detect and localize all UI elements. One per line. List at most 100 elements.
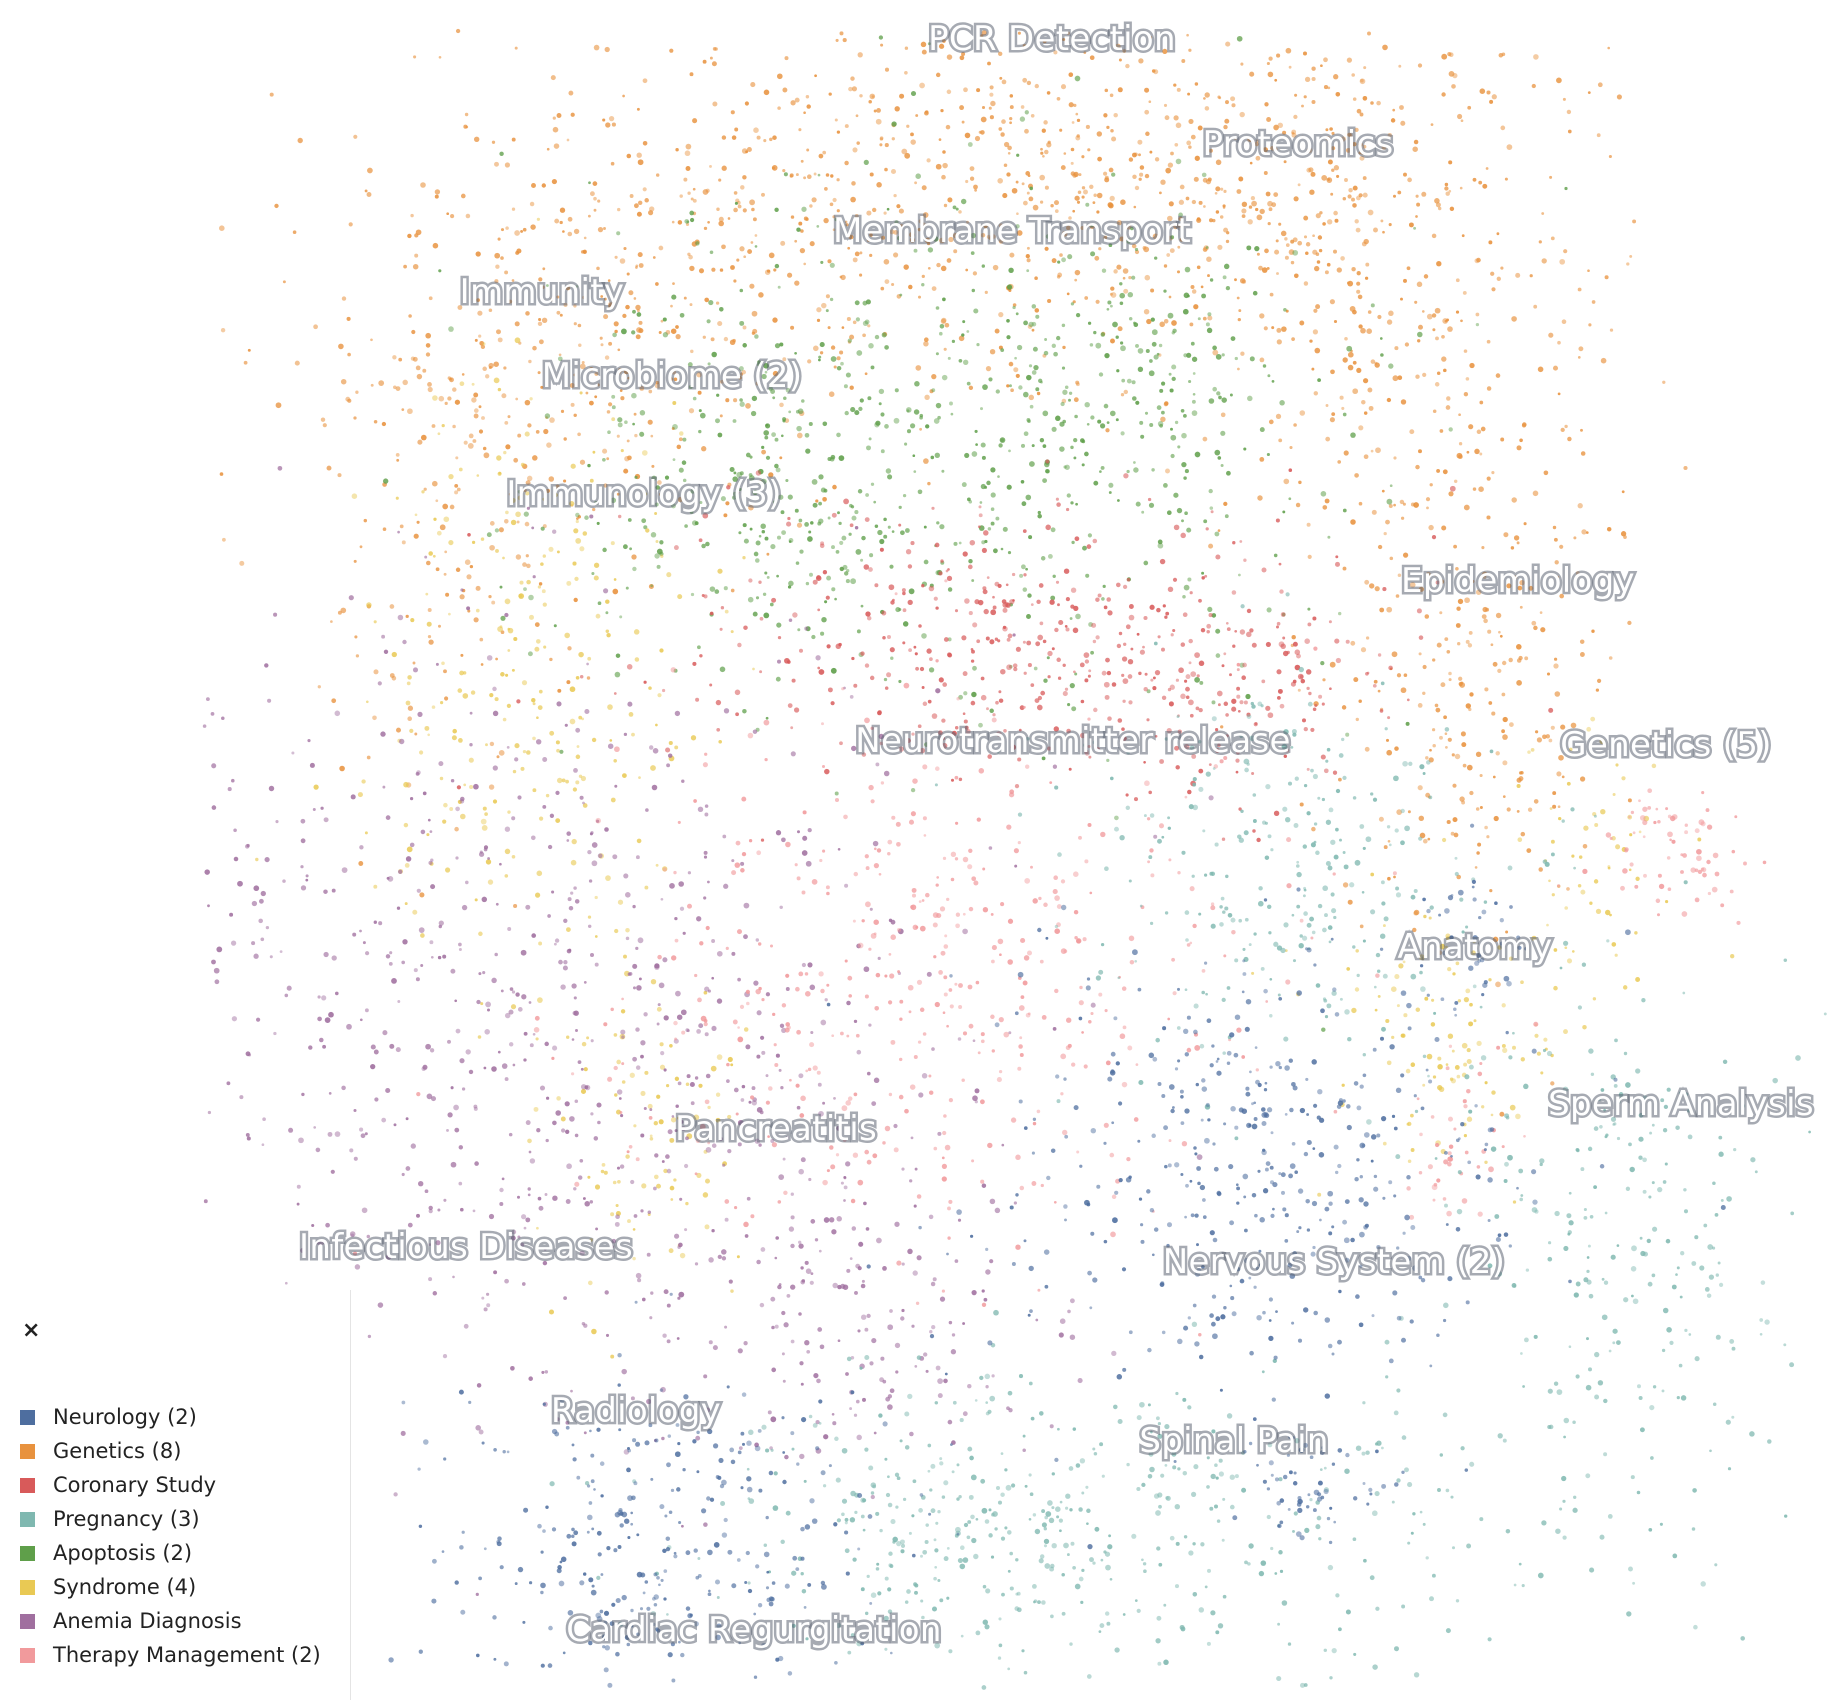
data-point	[1023, 391, 1029, 398]
data-point	[517, 489, 522, 494]
data-point	[1306, 147, 1313, 154]
data-point	[842, 564, 848, 570]
data-point	[573, 1187, 577, 1191]
data-point	[822, 496, 827, 502]
data-point	[230, 940, 237, 946]
data-point	[420, 964, 424, 967]
data-point	[944, 934, 948, 938]
data-point	[538, 317, 542, 322]
data-point	[667, 1129, 673, 1135]
data-point	[1223, 501, 1228, 507]
data-point	[1170, 151, 1174, 156]
data-point	[1502, 795, 1506, 798]
data-point	[857, 1179, 864, 1186]
data-point	[729, 466, 735, 473]
data-point	[1435, 336, 1439, 341]
data-point	[895, 1370, 899, 1374]
data-point	[1322, 222, 1326, 226]
data-point	[796, 432, 803, 439]
data-point	[853, 683, 858, 688]
data-point	[860, 1283, 866, 1289]
data-point	[1133, 467, 1139, 473]
data-point	[587, 924, 592, 929]
data-point	[648, 583, 654, 590]
data-point	[961, 1078, 965, 1082]
data-point	[704, 986, 710, 992]
data-point	[292, 230, 297, 234]
data-point	[665, 747, 671, 753]
data-point	[1078, 173, 1082, 177]
data-point	[482, 971, 486, 975]
data-point	[553, 624, 557, 628]
data-point	[1502, 734, 1508, 740]
data-point	[762, 592, 767, 596]
data-point	[873, 919, 879, 925]
data-point	[1138, 58, 1144, 64]
data-point	[537, 321, 543, 327]
data-point	[735, 712, 739, 717]
data-point	[1101, 268, 1107, 273]
data-point	[733, 279, 737, 283]
data-point	[397, 614, 404, 621]
data-point	[1422, 372, 1427, 378]
data-point	[1267, 71, 1274, 78]
data-point	[1249, 161, 1253, 165]
data-point	[810, 1272, 814, 1275]
data-point	[1311, 66, 1316, 71]
data-point	[435, 567, 440, 572]
data-point	[497, 387, 502, 392]
data-point	[514, 46, 518, 50]
data-point	[874, 334, 880, 340]
data-point	[478, 405, 482, 409]
data-point	[1033, 364, 1039, 371]
data-point	[456, 487, 461, 492]
data-point	[479, 340, 485, 346]
data-point	[794, 863, 798, 867]
data-point	[410, 213, 414, 218]
data-point	[999, 953, 1002, 957]
data-point	[552, 1045, 558, 1051]
data-point	[950, 877, 955, 882]
data-point	[1397, 375, 1403, 381]
data-point	[393, 385, 397, 390]
data-point	[508, 1132, 513, 1137]
data-point	[1029, 404, 1034, 409]
data-point	[489, 741, 495, 747]
data-point	[1431, 313, 1437, 318]
data-point	[734, 201, 738, 205]
data-point	[1171, 376, 1176, 382]
data-point	[747, 249, 753, 255]
data-point	[1599, 738, 1605, 745]
data-point	[275, 402, 282, 409]
data-point	[1206, 327, 1213, 334]
data-point	[433, 517, 437, 521]
data-point	[1490, 271, 1495, 276]
data-point	[537, 997, 543, 1003]
data-point	[749, 527, 753, 531]
data-point	[1157, 421, 1164, 427]
data-point	[579, 546, 585, 552]
data-point	[380, 731, 386, 737]
data-point	[1276, 669, 1282, 675]
data-point	[837, 511, 840, 515]
data-point	[699, 1123, 706, 1130]
data-point	[1424, 614, 1430, 619]
data-point	[771, 1325, 775, 1330]
data-point	[1076, 939, 1081, 944]
data-point	[1391, 1035, 1395, 1040]
data-point	[517, 495, 523, 501]
data-point	[1475, 751, 1482, 758]
data-point	[1476, 429, 1482, 435]
data-point	[1305, 251, 1309, 255]
data-point	[756, 850, 762, 856]
data-point	[478, 1429, 484, 1435]
data-point	[497, 237, 501, 241]
data-point	[998, 223, 1004, 228]
data-point	[1444, 637, 1449, 641]
data-point	[1007, 633, 1013, 639]
data-point	[1282, 510, 1286, 514]
data-point	[1184, 469, 1189, 474]
data-point	[1434, 198, 1440, 204]
data-point	[1203, 97, 1206, 100]
data-point	[1203, 519, 1208, 524]
